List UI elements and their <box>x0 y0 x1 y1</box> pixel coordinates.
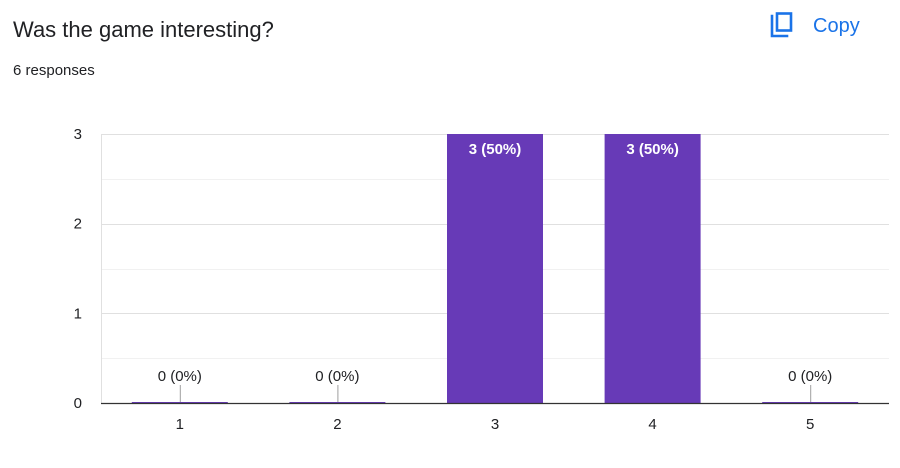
x-tick-label: 5 <box>806 416 814 433</box>
y-tick-label: 3 <box>74 126 82 143</box>
copy-label: Copy <box>813 14 860 37</box>
x-tick-label: 2 <box>333 416 341 433</box>
data-label: 3 (50%) <box>469 141 522 158</box>
response-count: 6 responses <box>13 62 95 79</box>
x-tick-label: 4 <box>648 416 656 433</box>
data-label: 0 (0%) <box>158 368 202 385</box>
copy-icon <box>770 12 793 38</box>
data-label: 3 (50%) <box>626 141 679 158</box>
bar <box>604 134 701 403</box>
x-tick-label: 1 <box>176 416 184 433</box>
bar <box>131 402 228 403</box>
bar <box>447 134 543 403</box>
x-tick-label: 3 <box>491 416 499 433</box>
y-tick-label: 2 <box>74 216 82 233</box>
question-title: Was the game interesting? <box>13 17 274 42</box>
labels: 0 1 2 3 0 (0%) 1 0 (0%) 2 3 (50%) 3 3 (50%) 4 0 (0%)… <box>74 126 833 433</box>
data-label: 0 (0%) <box>315 368 359 385</box>
bars <box>131 134 859 403</box>
copy-button[interactable]: Copy <box>762 8 874 44</box>
y-tick-label: 0 <box>74 395 82 412</box>
bar <box>289 402 386 403</box>
data-label: 0 (0%) <box>788 368 832 385</box>
bar <box>762 402 859 403</box>
y-tick-label: 1 <box>74 305 82 322</box>
